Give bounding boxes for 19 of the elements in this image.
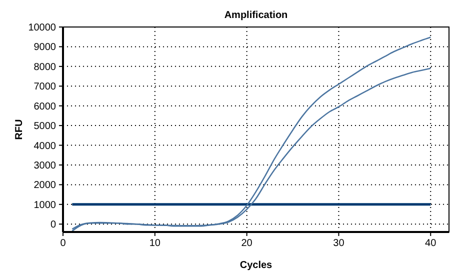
y-tick-label: 2000 [34,180,56,192]
y-tick-label: 0 [50,220,56,231]
y-tick-label: 4000 [34,140,56,152]
y-tick-label: 6000 [34,101,56,112]
y-tick-label: 10000 [28,22,56,34]
y-tick-label: 8000 [34,62,56,73]
x-tick-label: 20 [241,238,253,249]
y-axis-title: RFU [14,119,25,140]
y-tick-label: 9000 [34,42,56,54]
x-tick-label: 0 [60,238,66,249]
y-tick-label: 7000 [34,82,56,93]
x-tick-label: 30 [333,238,345,249]
y-tick-label: 5000 [34,121,56,132]
y-tick-label: 3000 [34,160,56,172]
x-tick-label: 10 [149,238,161,249]
x-tick-label: 40 [425,238,437,249]
x-axis-title: Cycles [240,260,273,271]
y-tick-label: 1000 [34,200,56,211]
chart-title: Amplification [224,10,288,21]
